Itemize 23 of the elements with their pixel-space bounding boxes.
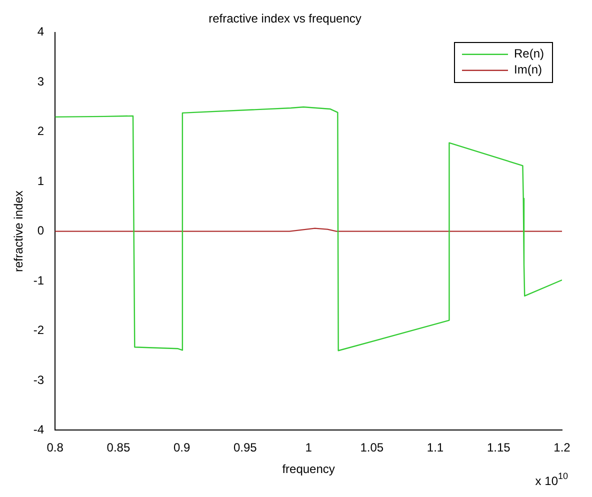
- y-tick-label: -2: [33, 323, 44, 338]
- y-tick-label: -4: [33, 422, 44, 437]
- x-tick-label: 0.85: [106, 440, 130, 455]
- x-axis-title: frequency: [282, 462, 335, 476]
- legend-label: Re(n): [514, 46, 544, 61]
- y-tick-label: 2: [37, 124, 44, 138]
- legend-label: Im(n): [514, 62, 542, 77]
- y-tick-label: 4: [37, 24, 44, 39]
- x-tick-label: 1: [305, 440, 312, 455]
- x-tick-label: 0.95: [233, 440, 258, 455]
- y-tick-label: -1: [33, 273, 44, 288]
- y-tick-label: 0: [37, 224, 44, 238]
- y-tick-label: -3: [33, 372, 44, 387]
- y-tick-label: 3: [37, 74, 44, 88]
- x-tick-label: 1.15: [486, 440, 511, 455]
- x-tick-label: 0.9: [173, 440, 190, 455]
- x-tick-label: 1.05: [360, 440, 384, 455]
- x-tick-label: 0.8: [46, 440, 64, 455]
- x-tick-label: 1.1: [426, 440, 444, 455]
- chart-title: refractive index vs frequency: [208, 12, 362, 26]
- y-tick-label: 1: [37, 174, 44, 188]
- y-axis-title: refractive index: [12, 190, 26, 272]
- x-tick-label: 1.2: [554, 440, 571, 455]
